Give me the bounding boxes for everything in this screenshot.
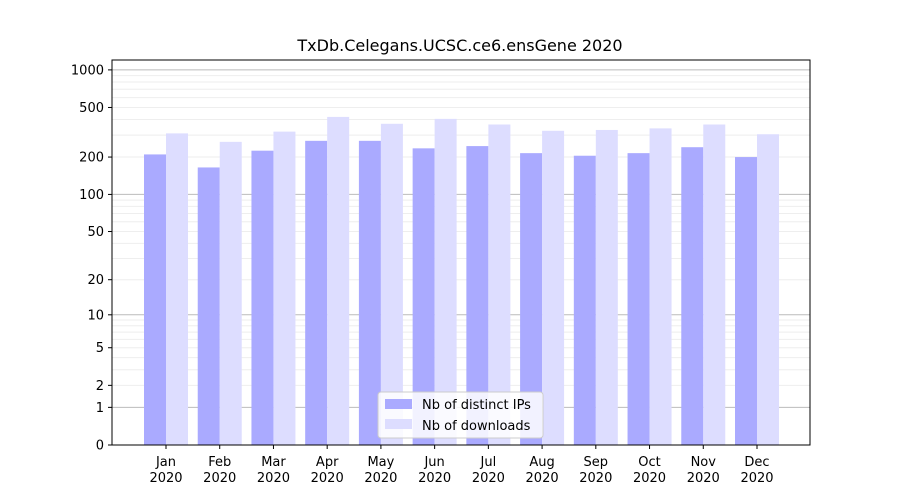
plot-frame: [111, 59, 811, 446]
y-tick-label: 0: [96, 439, 104, 454]
bar-distinct-ips: [627, 153, 650, 446]
bar-downloads: [488, 124, 511, 446]
bar-distinct-ips: [197, 167, 220, 445]
bar-distinct-ips: [358, 140, 381, 445]
x-tick-label-month: Dec: [744, 455, 769, 470]
legend: Nb of distinct IPs Nb of downloads: [377, 391, 544, 439]
x-tick-label-year: 2020: [203, 471, 236, 486]
legend-label-downloads: Nb of downloads: [422, 419, 531, 434]
bar-downloads: [219, 141, 242, 445]
x-tick-label-year: 2020: [579, 471, 612, 486]
x-tick-label-year: 2020: [418, 471, 451, 486]
y-axis: 0 1 2 5 10 20 50 100 200 500 1000: [71, 63, 112, 454]
x-tick-label-month: Jan: [155, 455, 176, 470]
x-tick-label-year: 2020: [311, 471, 344, 486]
bar-downloads: [542, 130, 565, 445]
x-tick-label-year: 2020: [364, 471, 397, 486]
y-tick-label: 20: [87, 273, 104, 288]
bar-distinct-ips: [305, 140, 328, 445]
x-tick-label-month: Jun: [423, 455, 444, 470]
x-tick-label-year: 2020: [740, 471, 773, 486]
x-tick-label-year: 2020: [633, 471, 666, 486]
y-tick-label: 50: [87, 225, 104, 240]
x-tick-label-month: Jul: [480, 455, 497, 470]
x-tick-label-month: Nov: [691, 455, 717, 470]
y-tick-label: 2: [96, 379, 104, 394]
x-tick-label-month: Apr: [316, 455, 339, 470]
x-tick-label-year: 2020: [149, 471, 182, 486]
bar-downloads: [757, 134, 779, 445]
bar-distinct-ips: [412, 148, 435, 445]
x-axis: Jan2020Feb2020Mar2020Apr2020May2020Jun20…: [149, 445, 774, 486]
bar-downloads: [166, 133, 188, 446]
bar-distinct-ips: [573, 155, 596, 445]
y-tick-label: 100: [79, 188, 104, 203]
bar-downloads: [703, 124, 726, 446]
y-tick-label: 1: [96, 401, 104, 416]
bar-downloads: [595, 129, 618, 445]
x-tick-label-year: 2020: [526, 471, 559, 486]
bar-distinct-ips: [251, 150, 274, 445]
x-tick-label-month: Oct: [638, 455, 660, 470]
legend-frame: [377, 391, 544, 439]
bar-distinct-ips: [144, 154, 166, 446]
y-tick-label: 1000: [71, 63, 104, 78]
legend-swatch-ips: [385, 399, 412, 409]
y-tick-label: 200: [79, 151, 104, 166]
bar-distinct-ips: [681, 147, 704, 446]
bar-downloads: [434, 118, 457, 445]
bar-downloads: [649, 128, 672, 446]
x-tick-label-month: Mar: [261, 455, 286, 470]
x-tick-label-year: 2020: [472, 471, 505, 486]
bar-distinct-ips: [520, 153, 543, 446]
x-tick-label-month: May: [367, 455, 394, 470]
bars: [144, 116, 779, 446]
bar-distinct-ips: [735, 157, 757, 445]
bar-downloads: [273, 131, 296, 445]
x-tick-label-month: Sep: [584, 455, 609, 470]
x-tick-label-month: Feb: [208, 455, 231, 470]
y-tick-label: 10: [87, 308, 104, 323]
bar-downloads: [327, 116, 350, 445]
bar-distinct-ips: [466, 146, 489, 446]
chart-title: TxDb.Celegans.UCSC.ce6.ensGene 2020: [296, 36, 622, 55]
x-tick-label-month: Aug: [529, 455, 554, 470]
y-tick-label: 500: [79, 101, 104, 116]
legend-label-ips: Nb of distinct IPs: [422, 398, 531, 413]
legend-swatch-downloads: [385, 419, 412, 429]
y-tick-label: 5: [96, 341, 104, 356]
x-tick-label-year: 2020: [257, 471, 290, 486]
bar-downloads: [380, 123, 403, 445]
x-tick-label-year: 2020: [687, 471, 720, 486]
